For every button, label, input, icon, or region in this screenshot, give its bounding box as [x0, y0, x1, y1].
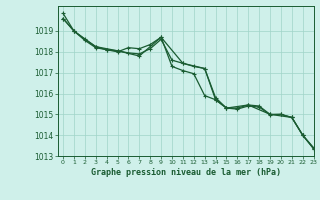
- X-axis label: Graphe pression niveau de la mer (hPa): Graphe pression niveau de la mer (hPa): [91, 168, 281, 177]
